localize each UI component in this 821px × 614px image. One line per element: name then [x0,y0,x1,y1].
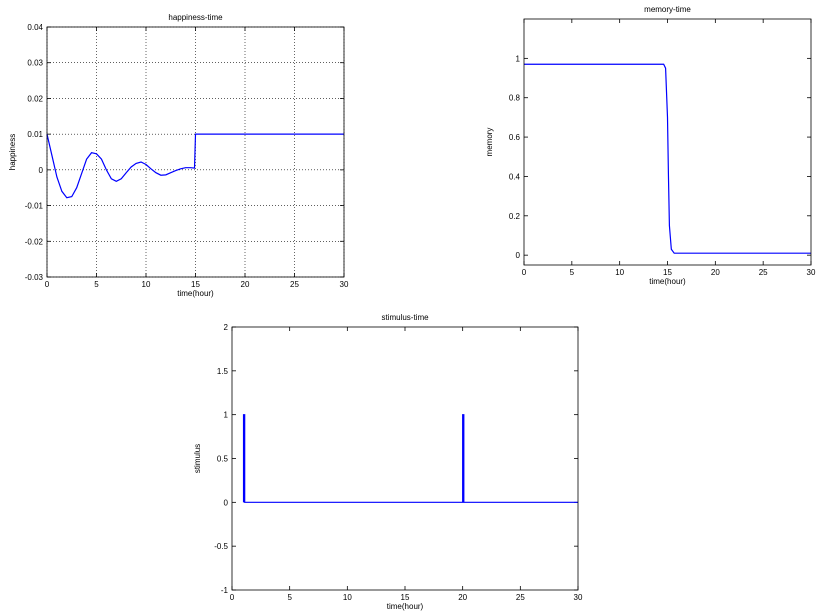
x-tick-label: 5 [94,280,99,289]
y-tick-label: -0.5 [214,542,228,551]
y-tick-label: 0 [224,498,229,507]
x-tick-label: 20 [458,593,467,602]
x-tick-label: 0 [522,268,527,277]
y-tick-label: 2 [224,323,229,332]
x-tick-label: 25 [290,280,299,289]
data-line [46,133,344,199]
y-tick-label: 0.4 [509,172,521,181]
y-tick-label: 0.2 [509,212,521,221]
x-tick-label: 0 [230,593,235,602]
y-tick-label: 1 [516,54,521,63]
x-tick-label: 30 [807,268,816,277]
x-tick-label: 10 [142,280,151,289]
y-tick-label: 0 [516,251,521,260]
axes-box [46,26,345,278]
x-tick-label: 30 [340,280,349,289]
x-tick-label: 20 [711,268,720,277]
y-tick-label: -0.01 [25,202,44,211]
x-tick-label: 10 [615,268,624,277]
chart-title: happiness-time [168,13,223,22]
plot-area [232,327,578,590]
y-tick-label: 0.01 [27,130,43,139]
axes-box [523,18,812,266]
y-tick-label: 0.03 [27,59,43,68]
x-axis-label: time(hour) [177,289,214,298]
x-tick-label: 5 [570,268,575,277]
x-tick-label: 15 [401,593,410,602]
y-tick-label: 0.8 [509,94,521,103]
y-tick-label: 0.02 [27,94,43,103]
axes-box [231,326,579,591]
x-tick-label: 30 [574,593,583,602]
y-tick-label: 0.6 [509,133,521,142]
y-tick-label: 1 [224,411,229,420]
x-axis-label: time(hour) [387,602,424,611]
x-tick-label: 25 [516,593,525,602]
chart-title: memory-time [644,5,691,14]
y-tick-label: -0.02 [25,237,44,246]
y-tick-label: 0.5 [217,455,229,464]
x-tick-label: 0 [45,280,50,289]
x-tick-label: 25 [759,268,768,277]
x-axis-label: time(hour) [649,277,686,286]
y-axis-label: memory [485,128,494,157]
x-tick-label: 15 [663,268,672,277]
x-tick-label: 15 [191,280,200,289]
y-tick-label: -0.03 [25,273,44,282]
x-tick-label: 20 [241,280,250,289]
y-tick-label: 1.5 [217,367,229,376]
x-tick-label: 10 [343,593,352,602]
y-tick-label: 0 [39,166,44,175]
data-line [242,414,578,503]
x-tick-label: 5 [287,593,292,602]
y-tick-label: -1 [221,586,229,595]
y-tick-label: 0.04 [27,23,43,32]
y-axis-label: happiness [8,134,17,170]
data-line [524,63,811,254]
y-axis-label: stimulus [193,444,202,473]
chart-title: stimulus-time [381,313,429,322]
